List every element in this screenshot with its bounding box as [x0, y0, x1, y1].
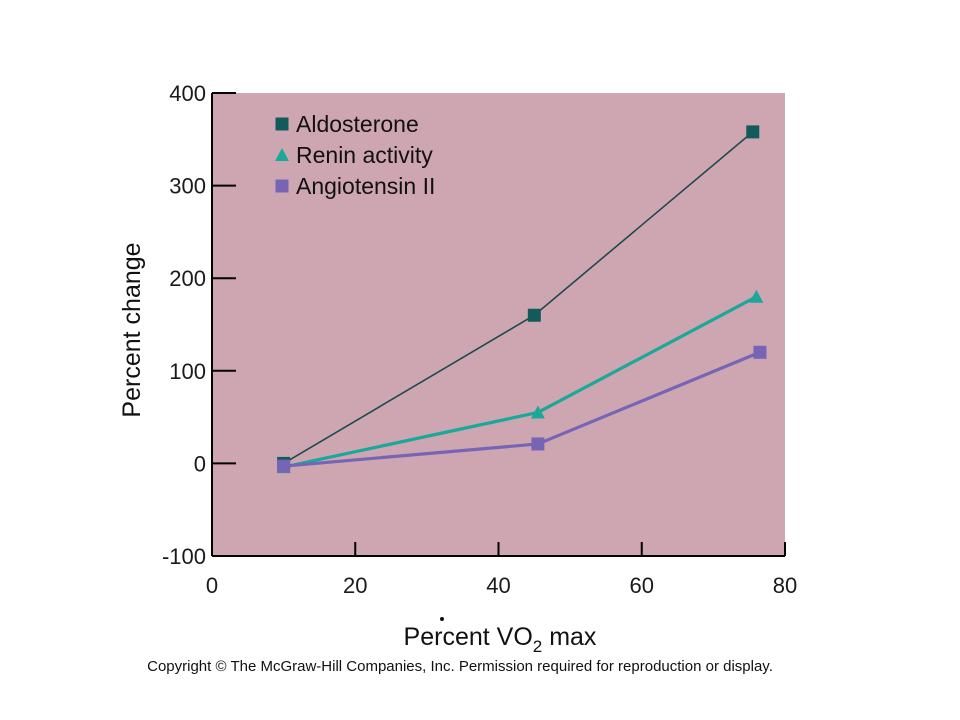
data-point-0-1 [527, 308, 541, 322]
data-point-2-1 [531, 437, 545, 451]
y-tick-label: 200 [169, 266, 206, 291]
x-tick-label: 40 [486, 573, 510, 598]
legend-label-1: Renin activity [296, 142, 433, 168]
series-markers [276, 125, 767, 474]
data-point-2-0 [277, 459, 291, 473]
data-point-1-2 [749, 289, 764, 303]
y-tick-label: -100 [162, 544, 206, 569]
copyright-notice: Copyright © The McGraw-Hill Companies, I… [147, 658, 773, 675]
legend-label-2: Angiotensin II [296, 173, 435, 199]
v-dot-icon [440, 617, 444, 621]
data-point-1-1 [530, 405, 545, 419]
y-tick-label: 0 [194, 451, 206, 476]
data-point-2-2 [753, 345, 767, 359]
x-axis-title-suffix: max [542, 623, 597, 651]
legend-marker-1 [275, 148, 289, 161]
x-axis-title-prefix: Percent V [404, 623, 514, 651]
legend-marker-0 [275, 117, 289, 131]
x-tick-label: 80 [773, 573, 797, 598]
plot-area [212, 93, 785, 556]
legend-label-0: Aldosterone [296, 111, 419, 137]
x-axis-title-o: O [513, 623, 532, 651]
legend: Aldosterone Renin activity Angiotensin II [275, 111, 435, 199]
y-tick-label: 300 [169, 174, 206, 199]
data-point-0-2 [746, 125, 760, 139]
x-axis-title: Percent VO2 max [404, 623, 597, 656]
legend-marker-2 [275, 179, 289, 193]
y-tick-label: 100 [169, 359, 206, 384]
x-tick-label: 20 [343, 573, 367, 598]
x-axis-title-subscript: 2 [533, 637, 542, 656]
x-tick-label: 0 [206, 573, 218, 598]
y-axis-title: Percent change [118, 242, 146, 417]
x-tick-label: 60 [630, 573, 654, 598]
y-tick-label: 400 [169, 81, 206, 106]
